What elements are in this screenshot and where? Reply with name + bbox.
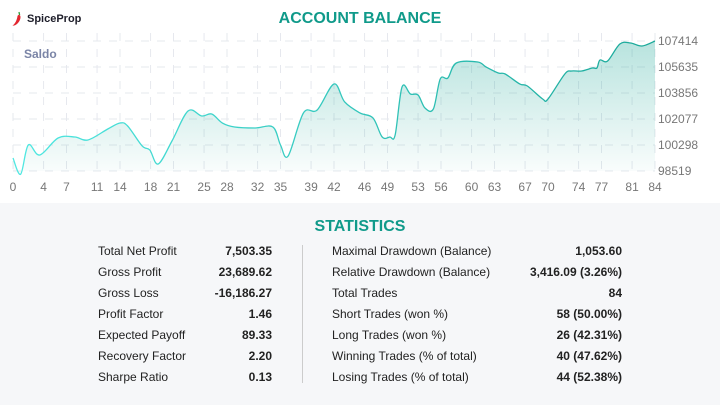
y-tick-label: 107414 [658, 34, 698, 48]
stat-label: Maximal Drawdown (Balance) [332, 243, 492, 258]
stat-value: 89.33 [241, 327, 272, 342]
stat-row: Total Trades 84 [332, 282, 622, 303]
brand-logo: SpiceProp [12, 11, 81, 27]
x-tick-label: 49 [381, 180, 395, 194]
stat-label: Gross Profit [98, 264, 162, 279]
stat-value: 58 (50.00%) [556, 306, 622, 321]
x-tick-label: 63 [488, 180, 502, 194]
statistics-panel [0, 203, 720, 405]
y-tick-label: 105635 [658, 60, 698, 74]
stat-row: Short Trades (won %) 58 (50.00%) [332, 303, 622, 324]
stat-label: Losing Trades (% of total) [332, 369, 469, 384]
stat-value: 1,053.60 [575, 243, 622, 258]
balance-chart: 0 4 7 11 14 18 21 25 28 32 35 39 42 46 49 53 56 60 63 67 70 7… [10, 33, 698, 194]
stat-row: Sharpe Ratio 0.13 [98, 366, 272, 387]
stat-row: Recovery Factor 2.20 [98, 345, 272, 366]
stat-value: 2.20 [248, 348, 272, 363]
stat-row: Total Net Profit 7,503.35 [98, 240, 272, 261]
stat-row: Losing Trades (% of total) 44 (52.38%) [332, 366, 622, 387]
x-tick-label: 39 [304, 180, 318, 194]
x-tick-label: 46 [358, 180, 372, 194]
stat-value: 7,503.35 [225, 243, 272, 258]
x-tick-label: 74 [572, 180, 586, 194]
x-tick-label: 14 [113, 180, 127, 194]
stat-label: Long Trades (won %) [332, 327, 447, 342]
x-tick-label: 25 [197, 180, 211, 194]
stat-row: Profit Factor 1.46 [98, 303, 272, 324]
column-divider [302, 245, 303, 383]
stat-label: Total Trades [332, 285, 398, 300]
stat-label: Total Net Profit [98, 243, 177, 258]
brand-name: SpiceProp [27, 13, 82, 25]
x-tick-label: 18 [144, 180, 158, 194]
statistics-right-column: Maximal Drawdown (Balance) 1,053.60 Relati… [332, 240, 622, 387]
x-tick-label: 60 [465, 180, 479, 194]
x-tick-label: 11 [91, 180, 104, 194]
stat-label: Gross Loss [98, 285, 159, 300]
x-tick-label: 21 [167, 180, 181, 194]
series-label: Saldo [24, 47, 57, 61]
x-tick-label: 28 [220, 180, 234, 194]
stat-value: 23,689.62 [218, 264, 272, 279]
x-tick-label: 77 [595, 180, 609, 194]
stat-value: 44 (52.38%) [556, 369, 622, 384]
stat-row: Maximal Drawdown (Balance) 1,053.60 [332, 240, 622, 261]
x-tick-label: 32 [251, 180, 265, 194]
stat-value: -16,186.27 [214, 285, 272, 300]
statistics-title: STATISTICS [314, 218, 406, 235]
stat-label: Sharpe Ratio [98, 369, 169, 384]
x-tick-label: 84 [648, 180, 662, 194]
y-tick-label: 103856 [658, 86, 698, 100]
x-tick-label: 42 [327, 180, 341, 194]
chart-title: ACCOUNT BALANCE [278, 10, 442, 27]
stat-row: Expected Payoff 89.33 [98, 324, 272, 345]
x-tick-label: 70 [541, 180, 555, 194]
x-tick-label: 35 [274, 180, 288, 194]
balance-line [12, 40, 656, 175]
y-tick-label: 102077 [658, 112, 698, 126]
statistics-left-column: Total Net Profit 7,503.35 Gross Profit 23,6… [98, 240, 272, 387]
stat-value: 40 (47.62%) [556, 348, 622, 363]
stat-value: 3,416.09 (3.26%) [529, 264, 622, 279]
balance-area [13, 41, 655, 175]
x-tick-label: 7 [63, 180, 70, 194]
x-tick-label: 67 [518, 180, 532, 194]
x-tick-label: 0 [10, 180, 17, 194]
stat-row: Long Trades (won %) 26 (42.31%) [332, 324, 622, 345]
stat-value: 0.13 [248, 369, 272, 384]
stat-value: 26 (42.31%) [556, 327, 622, 342]
stat-value: 84 [608, 285, 622, 300]
chili-pepper-icon [12, 11, 21, 26]
stat-label: Expected Payoff [98, 327, 186, 342]
stat-label: Profit Factor [98, 306, 164, 321]
x-tick-label: 81 [625, 180, 639, 194]
stat-row: Gross Profit 23,689.62 [98, 261, 272, 282]
y-tick-label: 100298 [658, 138, 698, 152]
stat-label: Relative Drawdown (Balance) [332, 264, 491, 279]
stat-row: Gross Loss -16,186.27 [98, 282, 272, 303]
stat-value: 1.46 [248, 306, 272, 321]
stat-row: Relative Drawdown (Balance) 3,416.09 (3.2… [332, 261, 622, 282]
x-tick-label: 4 [40, 180, 47, 194]
x-tick-label: 56 [434, 180, 448, 194]
x-tick-label: 53 [411, 180, 425, 194]
stat-row: Winning Trades (% of total) 40 (47.62%) [332, 345, 622, 366]
stat-label: Winning Trades (% of total) [332, 348, 477, 363]
stat-label: Recovery Factor [98, 348, 187, 363]
y-tick-label: 98519 [658, 164, 692, 178]
stat-label: Short Trades (won %) [332, 306, 449, 321]
